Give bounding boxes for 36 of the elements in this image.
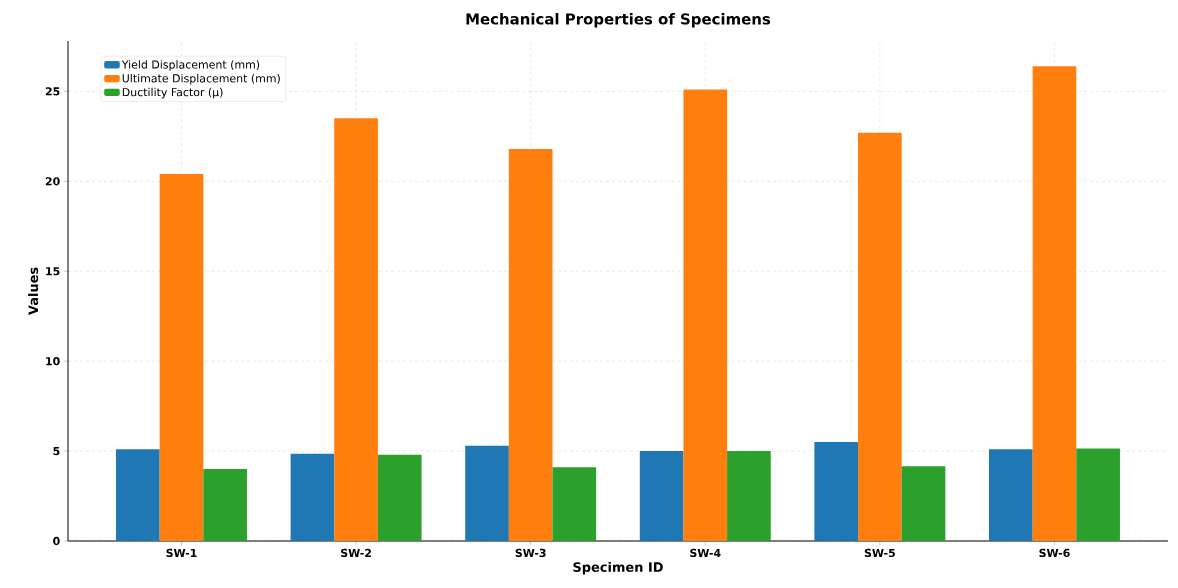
legend-label: Ductility Factor (μ) (122, 87, 223, 99)
bar (116, 449, 160, 541)
x-tick-label: SW-2 (341, 548, 371, 558)
bar (159, 174, 204, 541)
bar (727, 451, 771, 541)
bar (901, 466, 946, 541)
bar (639, 451, 684, 541)
bar (377, 454, 422, 541)
bar (334, 118, 378, 541)
bar (552, 467, 597, 541)
y-tick-label: 20 (45, 177, 60, 186)
x-tick-label: SW-6 (1039, 548, 1070, 558)
chart-title: Mechanical Properties of Specimens (466, 13, 771, 28)
y-axis-title: Values (28, 267, 39, 316)
bar (290, 453, 335, 541)
bar (203, 469, 247, 541)
bar (1032, 66, 1077, 541)
y-tick-label: 15 (46, 267, 60, 276)
x-tick-label: SW-3 (515, 548, 546, 558)
bar (508, 148, 553, 541)
bar (465, 445, 509, 541)
bar (814, 442, 859, 541)
bar (683, 89, 728, 541)
bar (988, 449, 1033, 541)
legend-label: Ultimate Displacement (mm) (122, 73, 280, 85)
bar (1076, 448, 1120, 541)
y-tick-label: 25 (45, 87, 60, 96)
x-tick-label: SW-4 (690, 548, 721, 558)
x-tick-label: SW-5 (864, 548, 895, 558)
legend-label: Yield Displacement (mm) (121, 60, 260, 71)
y-tick-label: 10 (46, 357, 60, 366)
x-tick-label: SW-1 (166, 548, 197, 558)
bar (858, 132, 902, 541)
y-tick-label: 0 (53, 536, 60, 546)
x-axis-title: Specimen ID (573, 561, 663, 575)
y-tick-label: 5 (53, 447, 60, 456)
